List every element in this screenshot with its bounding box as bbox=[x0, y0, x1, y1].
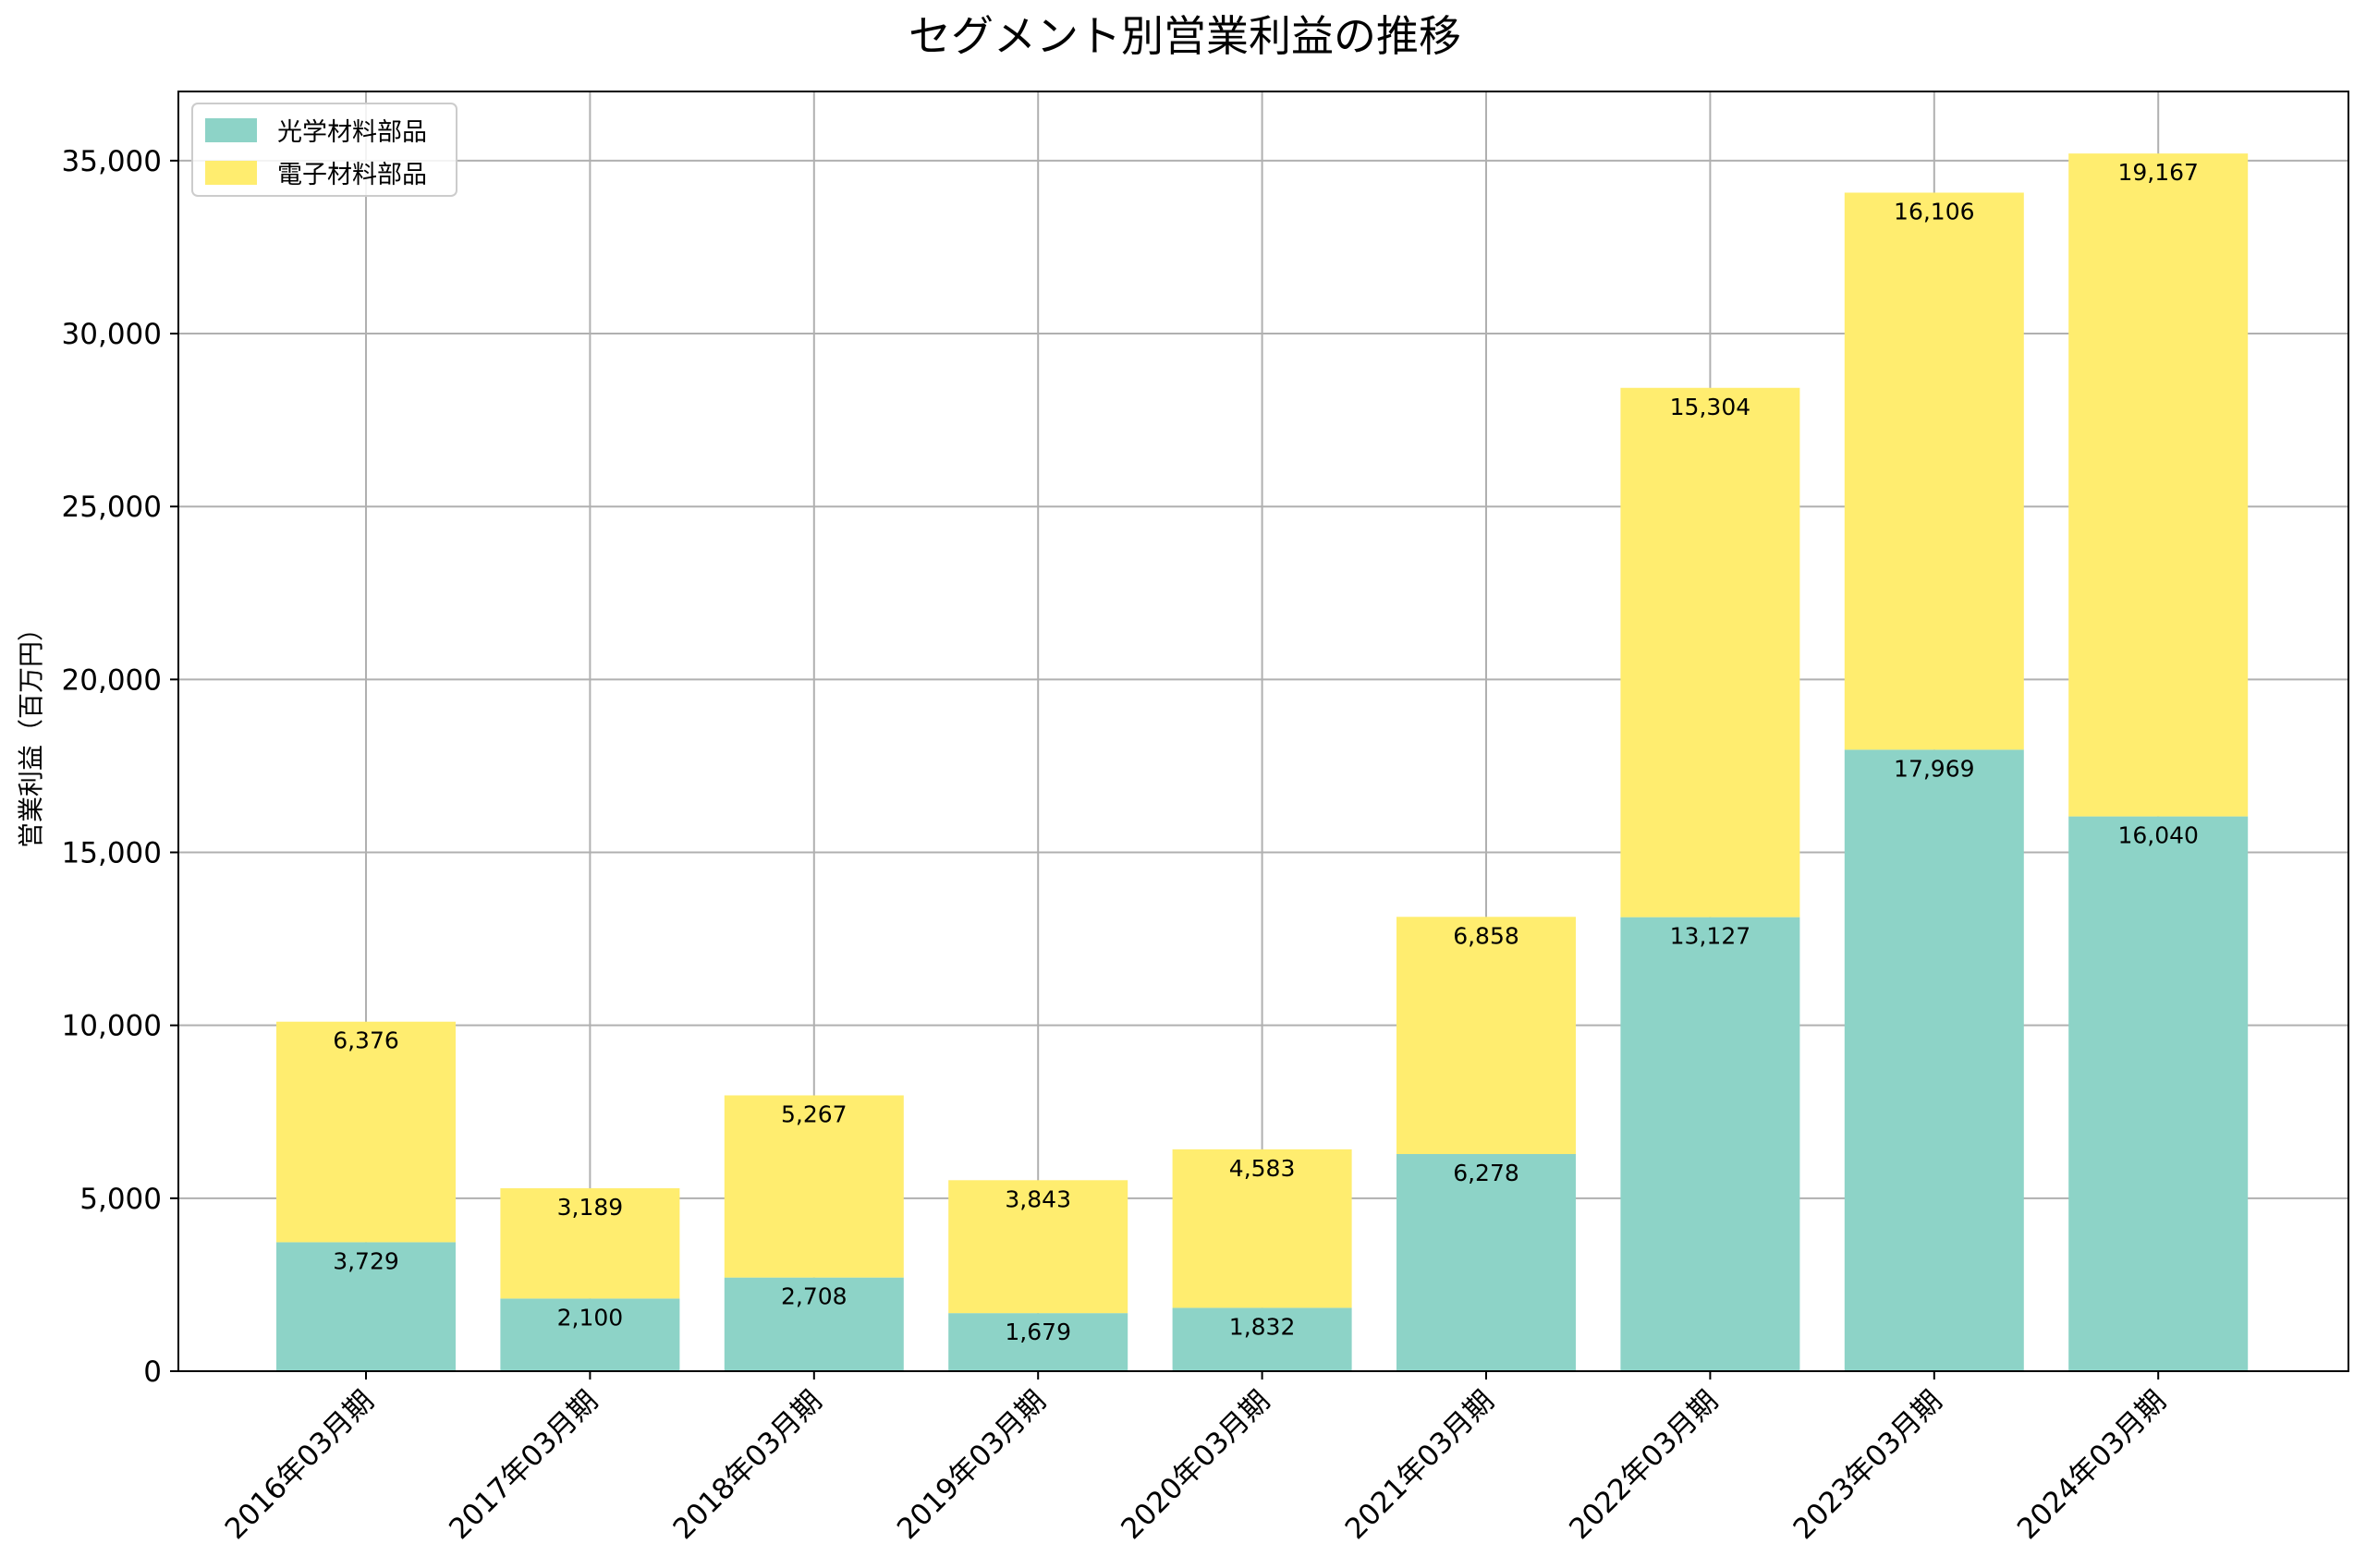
bar-value-label: 6,278 bbox=[1453, 1160, 1519, 1186]
bar-segment bbox=[276, 1242, 456, 1371]
bar-segment bbox=[948, 1313, 1128, 1371]
bar-segment bbox=[2068, 153, 2249, 817]
bar-value-label: 2,100 bbox=[557, 1304, 624, 1331]
bar-value-label: 16,106 bbox=[1894, 198, 1974, 225]
legend-box bbox=[191, 103, 457, 197]
y-tick-label: 35,000 bbox=[62, 145, 162, 178]
bar-value-label: 19,167 bbox=[2117, 159, 2198, 186]
x-tick-label: 2022年03月期 bbox=[1563, 1384, 1725, 1546]
bar-value-label: 6,376 bbox=[333, 1027, 399, 1054]
bar-segment bbox=[1620, 917, 1800, 1371]
x-tick-label: 2017年03月期 bbox=[443, 1384, 604, 1546]
x-tick-label: 2019年03月期 bbox=[891, 1384, 1053, 1546]
bar-segment bbox=[1844, 192, 2024, 750]
bar-segment bbox=[724, 1095, 904, 1278]
legend-label: 電子材料部品 bbox=[277, 161, 427, 189]
legend-swatch bbox=[205, 161, 257, 185]
y-tick-label: 20,000 bbox=[62, 663, 162, 697]
bar-segment bbox=[1172, 1149, 1352, 1308]
data-labels: 3,729 2,100 2,708 1,679 1,832 6,278 13,127 17,9… bbox=[333, 159, 2199, 1345]
y-tick-label: 30,000 bbox=[62, 318, 162, 351]
y-tick-label: 25,000 bbox=[62, 491, 162, 524]
bar-value-label: 1,832 bbox=[1229, 1313, 1296, 1340]
bar-value-label: 4,583 bbox=[1229, 1155, 1296, 1182]
bar-segment bbox=[1620, 387, 1800, 918]
bar-value-label: 6,858 bbox=[1453, 922, 1519, 949]
bar-value-label: 13,127 bbox=[1670, 923, 1750, 950]
bar-segment bbox=[500, 1298, 680, 1371]
bar-value-label: 17,969 bbox=[1894, 755, 1974, 782]
bar-segment bbox=[1172, 1307, 1352, 1371]
chart-title: セグメント別営業利益の推移 bbox=[909, 11, 1461, 61]
bar-segment bbox=[1396, 917, 1576, 1154]
bar-segment bbox=[276, 1021, 456, 1243]
x-tick-label: 2018年03月期 bbox=[667, 1384, 829, 1546]
bar-value-label: 2,708 bbox=[781, 1283, 848, 1310]
y-tick-label: 5,000 bbox=[79, 1183, 162, 1216]
bar-segment bbox=[948, 1180, 1128, 1314]
plot-frame bbox=[177, 91, 2349, 1372]
x-tick-label: 2023年03月期 bbox=[1787, 1384, 1949, 1546]
y-tick-label: 15,000 bbox=[62, 837, 162, 870]
bar-segment bbox=[1396, 1153, 1576, 1371]
bar-segment bbox=[500, 1188, 680, 1299]
bars bbox=[276, 153, 2249, 1371]
x-tick-label: 2016年03月期 bbox=[219, 1384, 381, 1546]
x-tick-label: 2020年03月期 bbox=[1115, 1384, 1276, 1546]
x-tick-label: 2021年03月期 bbox=[1339, 1384, 1501, 1546]
bar-value-label: 5,267 bbox=[781, 1100, 848, 1127]
x-tick-label: 2024年03月期 bbox=[2011, 1384, 2173, 1546]
bar-segment bbox=[724, 1277, 904, 1371]
y-tick-label: 10,000 bbox=[62, 1010, 162, 1043]
bar-value-label: 3,729 bbox=[333, 1247, 399, 1274]
bar-segment bbox=[2068, 816, 2249, 1371]
y-axis-label: 営業利益（百万円） bbox=[16, 615, 46, 848]
bar-value-label: 3,843 bbox=[1005, 1185, 1071, 1212]
legend-swatch bbox=[205, 118, 257, 142]
bar-value-label: 3,189 bbox=[557, 1194, 624, 1221]
bar-value-label: 15,304 bbox=[1670, 394, 1750, 420]
y-tick-label: 0 bbox=[143, 1355, 162, 1389]
bar-value-label: 1,679 bbox=[1005, 1319, 1071, 1345]
legend-label: 光学材料部品 bbox=[277, 118, 427, 147]
bar-value-label: 16,040 bbox=[2117, 822, 2198, 849]
bar-segment bbox=[1844, 749, 2024, 1371]
